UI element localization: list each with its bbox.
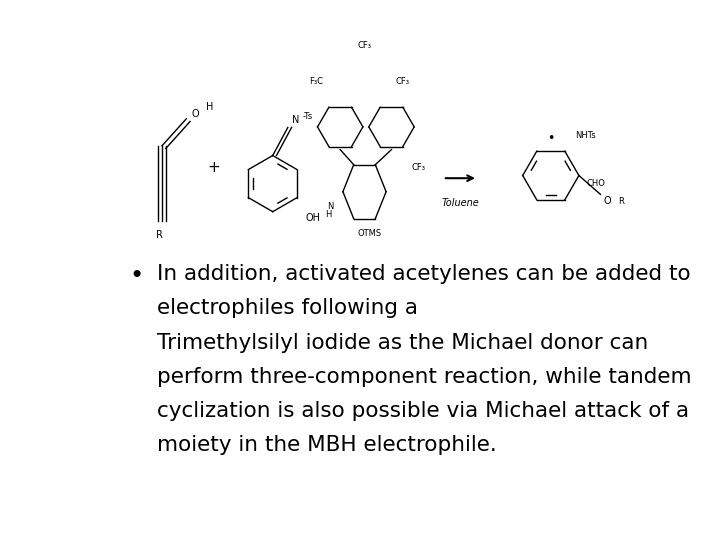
Text: O: O	[603, 197, 611, 206]
Text: H: H	[207, 102, 214, 112]
Text: -Ts: -Ts	[302, 112, 312, 121]
Text: CF₃: CF₃	[358, 42, 372, 50]
Text: In addition, activated acetylenes can be added to: In addition, activated acetylenes can be…	[157, 265, 690, 285]
Text: NHTs: NHTs	[575, 131, 595, 140]
Text: CF₃: CF₃	[412, 163, 426, 172]
Text: electrophiles following a: electrophiles following a	[157, 299, 425, 319]
Text: H: H	[325, 211, 331, 219]
Text: •: •	[129, 265, 143, 288]
Text: OH: OH	[305, 213, 320, 223]
Text: OTMS: OTMS	[358, 229, 382, 238]
Text: O: O	[192, 110, 199, 119]
Text: cyclization is also possible via Michael attack of a: cyclization is also possible via Michael…	[157, 401, 689, 421]
Text: perform three-component reaction, while tandem: perform three-component reaction, while …	[157, 367, 692, 387]
Text: moiety in the MBH electrophile.: moiety in the MBH electrophile.	[157, 435, 497, 455]
Text: R: R	[618, 197, 624, 206]
Text: •: •	[547, 132, 554, 145]
Text: F₃C: F₃C	[309, 77, 323, 85]
Text: +: +	[207, 160, 220, 175]
Text: CHO: CHO	[587, 179, 606, 187]
Text: R: R	[156, 230, 163, 240]
Text: CF₃: CF₃	[395, 77, 409, 85]
Text: Trimethylsilyl iodide as the Michael donor can: Trimethylsilyl iodide as the Michael don…	[157, 333, 648, 353]
Text: N: N	[292, 116, 299, 125]
Text: Toluene: Toluene	[441, 198, 479, 207]
Text: N: N	[328, 202, 333, 211]
